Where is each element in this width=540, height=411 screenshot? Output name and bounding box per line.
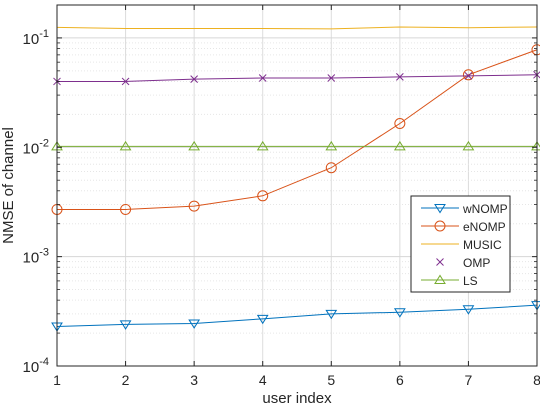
grid-layer [57, 5, 537, 366]
y-tick-label: 10-1 [23, 28, 49, 48]
series-music [57, 27, 537, 29]
x-tick-label: 3 [190, 372, 198, 388]
y-tick-label: 10-2 [23, 137, 49, 157]
series-omp [54, 71, 540, 85]
x-tick-label: 8 [533, 372, 540, 388]
y-tick-label: 10-4 [23, 356, 49, 376]
legend-label: wNOMP [462, 202, 508, 216]
y-axis-label: NMSE of channel [0, 127, 17, 244]
plot-frame [57, 5, 537, 366]
x-tick-label: 5 [327, 372, 335, 388]
legend-label: eNOMP [463, 220, 506, 234]
x-tick-label: 4 [259, 372, 267, 388]
legend-label: OMP [463, 256, 490, 270]
x-tick-label: 7 [465, 372, 473, 388]
series-line-enomp [57, 50, 537, 210]
legend: wNOMP eNOMP MUSIC OMP LS [411, 196, 510, 292]
legend-label: MUSIC [463, 238, 502, 252]
x-tick-label: 1 [53, 372, 61, 388]
legend-label: LS [463, 274, 478, 288]
y-tick-label: 10-3 [23, 247, 49, 267]
x-tick-label: 2 [122, 372, 130, 388]
series-line-music [57, 27, 537, 29]
x-tick-label: 6 [396, 372, 404, 388]
x-axis-label: user index [262, 390, 332, 406]
